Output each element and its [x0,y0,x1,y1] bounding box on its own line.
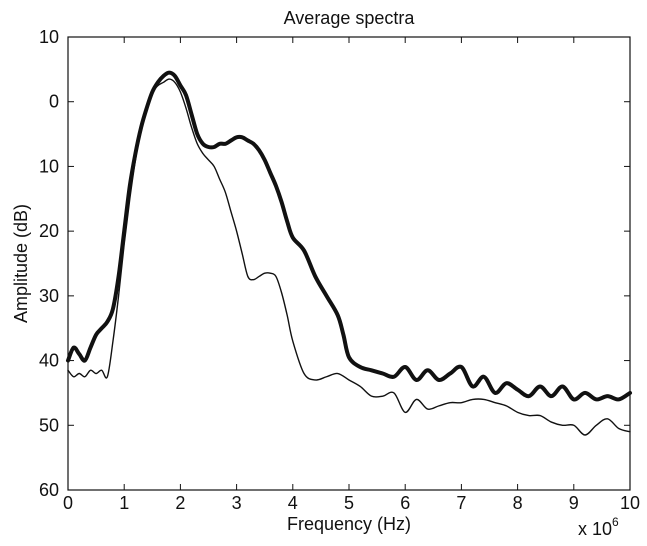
x-axis-multiplier-base: x 10 [578,519,612,539]
x-tick-label: 9 [569,493,579,513]
series-layer [66,70,632,436]
x-tick-label: 1 [119,493,129,513]
chart-title: Average spectra [284,8,416,28]
x-tick-label: 10 [620,493,640,513]
y-tick-label: 0 [49,92,59,112]
plot-frame [67,36,631,491]
y-tick-label: 10 [39,27,59,47]
series-line-thin [67,78,631,436]
series-line-thick [66,70,632,402]
x-axis-title: Frequency (Hz) [287,514,411,534]
x-tick-label: 5 [344,493,354,513]
x-tick-label: 0 [63,493,73,513]
y-tick-label: 40 [39,351,59,371]
y-tick-label: 20 [39,221,59,241]
x-tick-label: 4 [288,493,298,513]
x-tick-label: 6 [400,493,410,513]
y-tick-label: 60 [39,480,59,500]
x-tick-label: 2 [175,493,185,513]
x-tick-label: 3 [232,493,242,513]
tick-marks [67,36,631,491]
y-tick-label: 10 [39,156,59,176]
y-tick-label: 30 [39,286,59,306]
x-tick-labels: 0 1 2 3 4 5 6 7 8 9 10 [63,493,640,513]
x-tick-label: 7 [456,493,466,513]
y-tick-label: 50 [39,415,59,435]
y-axis-title: Amplitude (dB) [11,204,31,323]
x-tick-label: 8 [513,493,523,513]
x-axis-multiplier: x 106 [578,515,619,539]
x-axis-multiplier-exponent: 6 [612,515,619,529]
y-tick-labels: 10 0 10 20 30 40 50 60 [39,27,59,500]
